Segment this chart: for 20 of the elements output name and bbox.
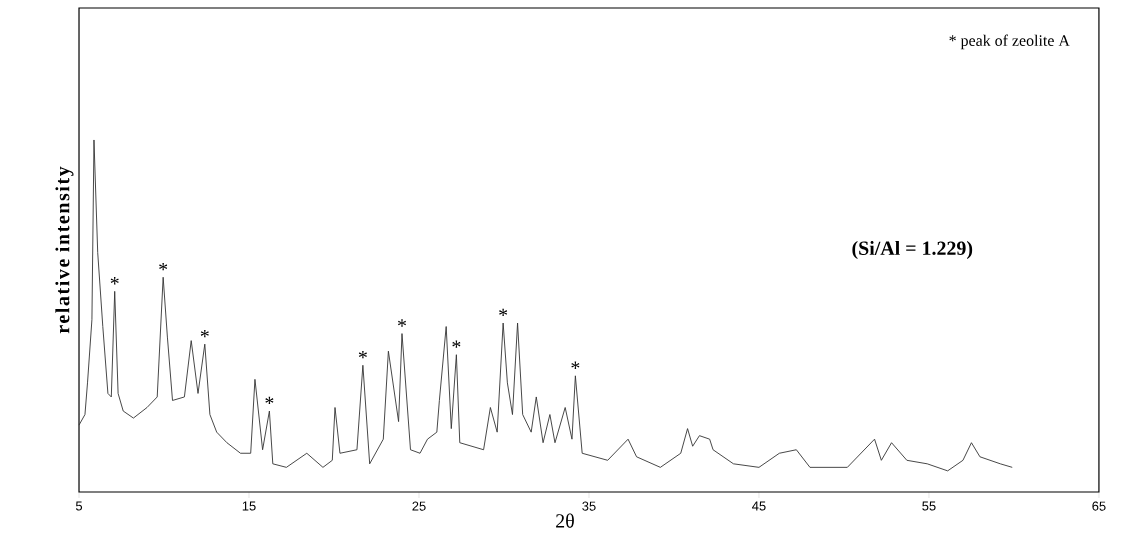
x-tick-label: 45 (752, 501, 766, 511)
x-tick-label: 35 (582, 501, 596, 511)
annotation: * (397, 319, 406, 327)
annotation: (Si/Al = 1.229) (852, 240, 973, 260)
annotation: * (358, 351, 367, 359)
x-tick-label: 5 (75, 501, 83, 511)
x-tick-label: 15 (242, 501, 256, 511)
text: * peak of zeolite A (949, 34, 1070, 50)
x-axis-title: 2θ (556, 513, 574, 528)
x-tick-label: 55 (922, 501, 936, 511)
x-tick-label: 25 (412, 501, 426, 511)
x-tick-label: 65 (1092, 501, 1106, 511)
annotation: * (265, 396, 274, 405)
annotation: * (110, 277, 119, 285)
annotation: * (499, 308, 508, 317)
annotation: * (159, 263, 168, 271)
y-axis-title: relative intensity (55, 166, 74, 334)
annotation: * (571, 361, 580, 369)
annotation: * (452, 340, 461, 348)
annotation: * (200, 329, 209, 338)
